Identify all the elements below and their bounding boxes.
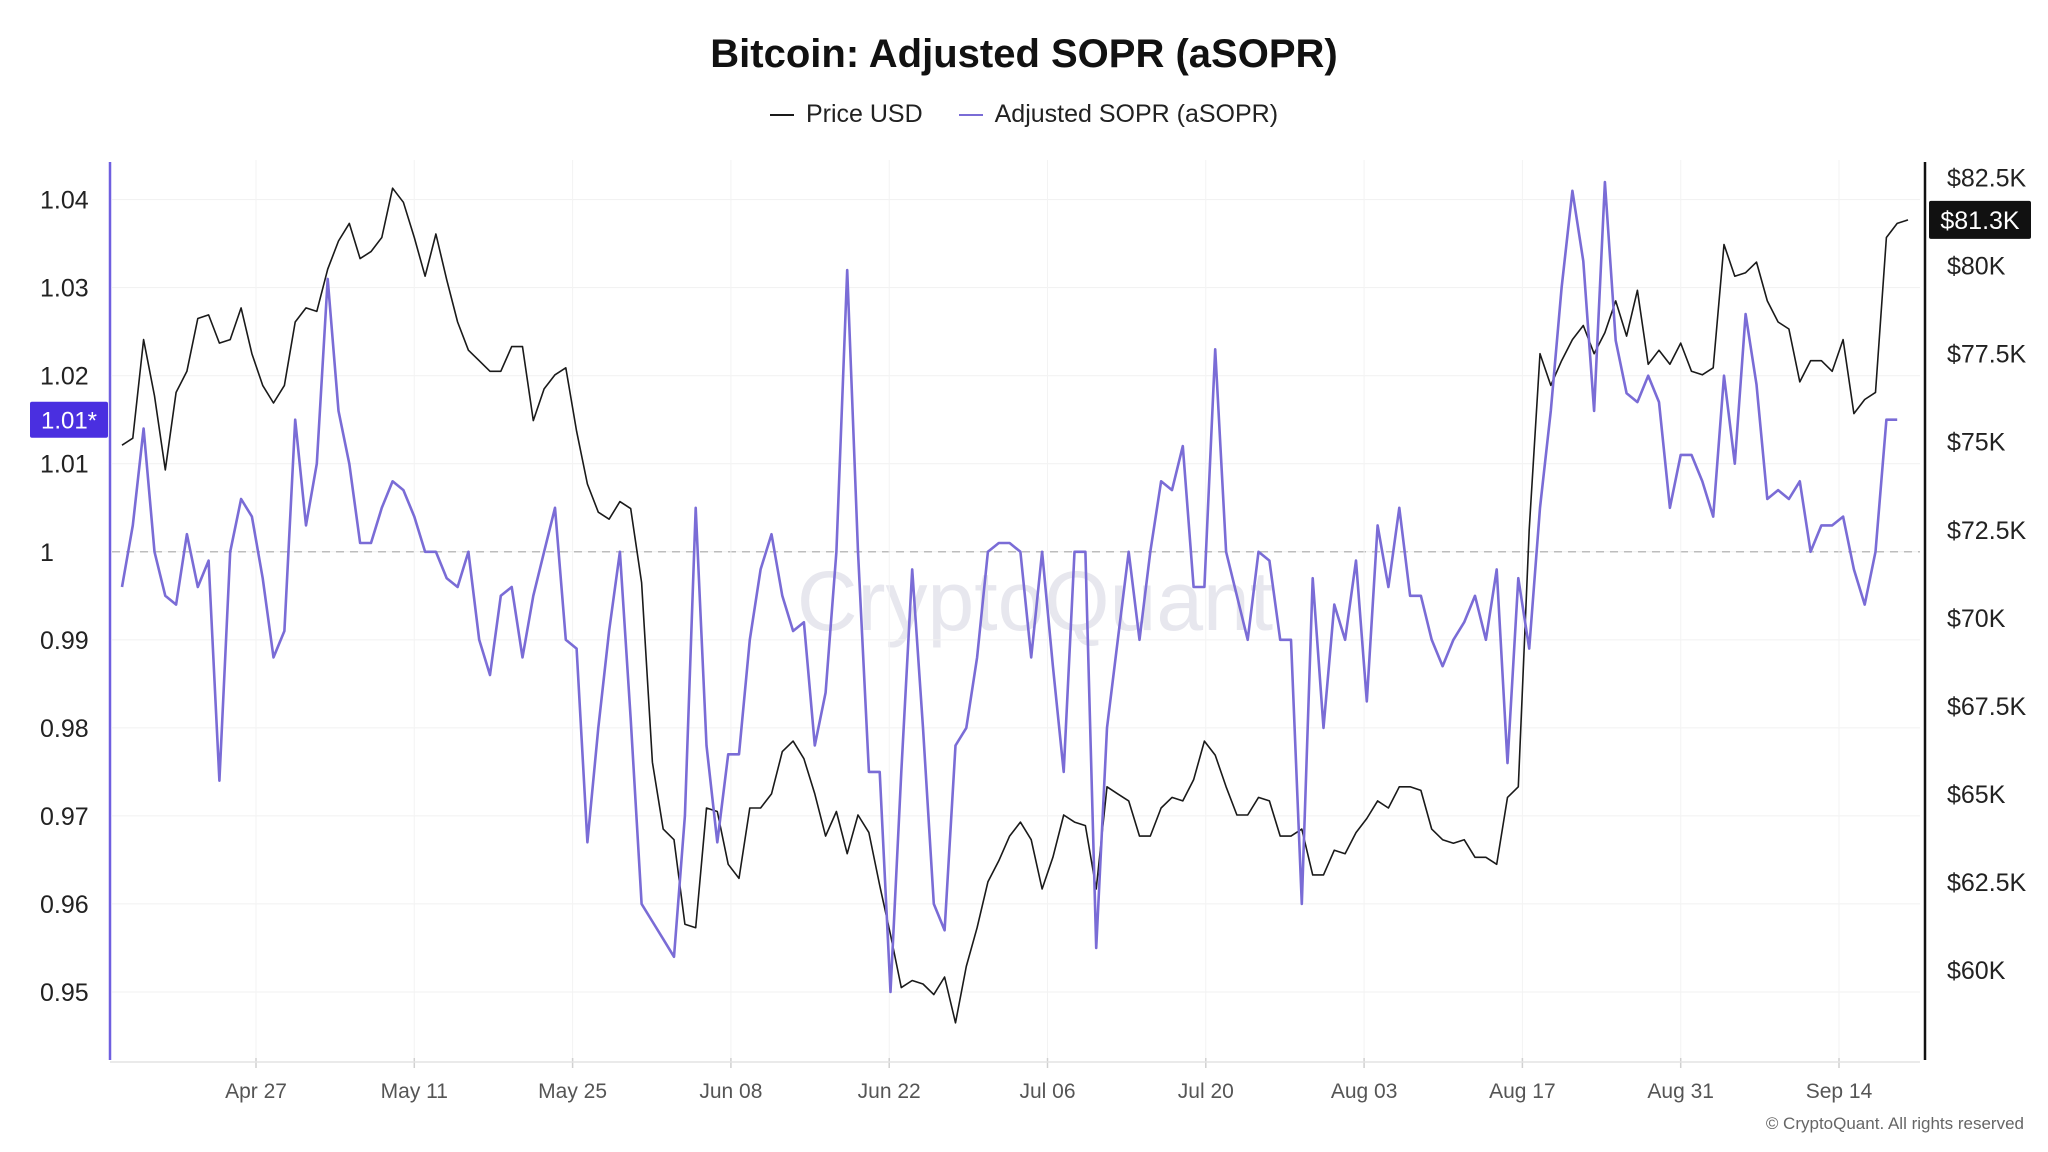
current-value-badges: 1.01* $81.3K	[30, 200, 2031, 438]
x-tick-label: Apr 27	[225, 1080, 287, 1103]
left-tick-label: 1	[40, 539, 54, 567]
legend-swatch-asopr	[958, 113, 983, 116]
right-tick-label: $67.5K	[1947, 693, 2027, 721]
legend-label-asopr: Adjusted SOPR (aSOPR)	[994, 100, 1279, 128]
tick-labels: 0.95 0.96 0.97 0.98 0.99 1 1.01 1.02 1.03 1.04 $60…	[40, 165, 2027, 1103]
x-tick-label: May 11	[381, 1080, 448, 1103]
left-tick-label: 1.01	[40, 451, 89, 479]
right-tick-label: $77.5K	[1947, 341, 2027, 369]
watermark-text: CryptoQuant	[797, 554, 1273, 648]
left-current-label: 1.01*	[41, 408, 97, 435]
x-tick-label: Jul 06	[1019, 1080, 1075, 1103]
chart-title: Bitcoin: Adjusted SOPR (aSOPR)	[710, 32, 1338, 76]
legend-label-price: Price USD	[805, 100, 923, 128]
series-line-price	[121, 187, 1909, 1024]
x-tick-label: Aug 17	[1489, 1080, 1556, 1103]
left-tick-label: 0.95	[40, 979, 89, 1007]
x-tick-label: Aug 31	[1647, 1080, 1714, 1103]
right-tick-label: $70K	[1947, 605, 2006, 633]
legend: Price USD Adjusted SOPR (aSOPR)	[0, 100, 2048, 129]
right-current-label: $81.3K	[1940, 207, 2020, 235]
series-lines	[120, 180, 1909, 1024]
legend-item-price[interactable]: Price USD	[769, 100, 923, 129]
x-tick-label: Aug 03	[1331, 1080, 1398, 1103]
right-tick-label: $80K	[1947, 253, 2006, 281]
x-tick-label: Sep 14	[1806, 1080, 1873, 1103]
legend-swatch-price	[769, 113, 794, 116]
left-tick-label: 1.02	[40, 363, 89, 391]
x-tick-label: Jun 08	[699, 1080, 762, 1103]
left-tick-label: 0.98	[40, 715, 89, 743]
series-line-asopr	[120, 180, 1898, 994]
left-tick-label: 1.04	[40, 187, 89, 215]
left-tick-label: 0.96	[40, 891, 89, 919]
copyright-footer: © CryptoQuant. All rights reserved	[1765, 1114, 2024, 1133]
left-tick-label: 0.97	[40, 803, 89, 831]
right-current-badge	[1929, 200, 2031, 239]
right-tick-label: $60K	[1947, 957, 2006, 985]
right-tick-label: $62.5K	[1947, 869, 2027, 897]
left-tick-label: 1.03	[40, 275, 89, 303]
left-current-badge	[30, 401, 108, 438]
right-tick-label: $75K	[1947, 429, 2006, 457]
x-tick-label: Jun 22	[858, 1080, 921, 1103]
right-tick-label: $82.5K	[1947, 165, 2027, 193]
gridlines	[112, 160, 1920, 1068]
right-tick-label: $65K	[1947, 781, 2006, 809]
right-tick-label: $72.5K	[1947, 517, 2027, 545]
x-tick-label: May 25	[538, 1080, 607, 1103]
legend-item-asopr[interactable]: Adjusted SOPR (aSOPR)	[958, 100, 1279, 129]
left-tick-label: 0.99	[40, 627, 89, 655]
axes	[108, 162, 1927, 1063]
x-tick-label: Jul 20	[1178, 1080, 1234, 1103]
